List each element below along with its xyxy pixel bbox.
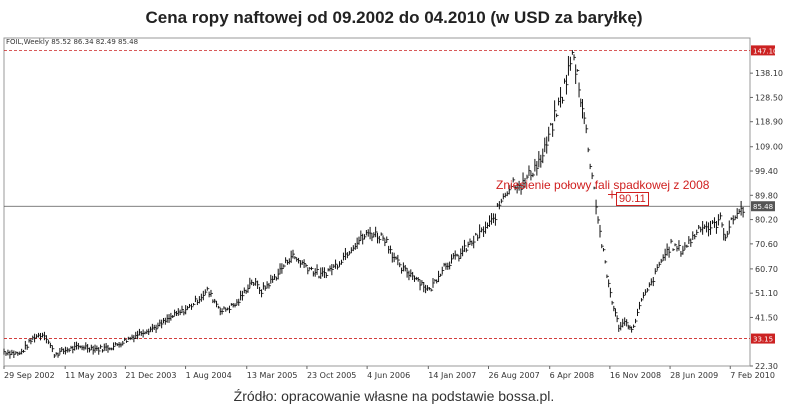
- y-tick-label: 138.10: [755, 69, 783, 78]
- reference-label: 85.48: [753, 203, 773, 211]
- y-tick-label: 60.70: [755, 265, 778, 274]
- ohlc-header: FOIL,Weekly 85.52 86.34 82.49 85.48: [6, 38, 139, 46]
- reference-label: 147.10: [753, 47, 778, 55]
- y-tick-label: 22.30: [755, 362, 778, 371]
- x-tick-label: 7 Feb 2010: [730, 371, 775, 380]
- x-tick-label: 11 May 2003: [65, 371, 117, 380]
- y-tick-label: 109.00: [755, 143, 783, 152]
- x-tick-label: 16 Nov 2008: [610, 371, 661, 380]
- reference-label-box: [751, 45, 775, 56]
- source-caption: Źródło: opracowanie własne na podstawie …: [233, 388, 555, 404]
- x-tick-label: 23 Oct 2005: [307, 371, 356, 380]
- chart-title: Cena ropy naftowej od 09.2002 do 04.2010…: [145, 8, 643, 27]
- y-tick-label: 118.90: [755, 118, 783, 127]
- x-tick-label: 28 Jun 2009: [670, 371, 718, 380]
- reference-label-box: [751, 333, 775, 344]
- x-tick-label: 6 Apr 2008: [550, 371, 594, 380]
- x-tick-label: 26 Aug 2007: [489, 371, 540, 380]
- price-chart: 138.10 128.50 118.90 109.00 99.40 89.80 80.20 7…: [3, 37, 783, 380]
- x-tick-label: 29 Sep 2002: [4, 371, 55, 380]
- y-tick-label: 41.50: [755, 313, 778, 322]
- x-tick-label: 13 Mar 2005: [247, 371, 298, 380]
- x-tick-label: 21 Dec 2003: [125, 371, 176, 380]
- retracement-annotation: Zniesienie połowy fali spadkowej z 2008: [496, 178, 710, 192]
- x-tick-label: 14 Jan 2007: [428, 371, 476, 380]
- reference-label-box: [751, 201, 775, 212]
- retracement-value-label: 90.11: [616, 192, 649, 206]
- y-tick-label: 80.20: [755, 216, 778, 225]
- chart-frame: 138.10 128.50 118.90 109.00 99.40 89.80 80.20 7…: [0, 32, 788, 380]
- y-tick-label: 99.40: [755, 167, 778, 176]
- x-tick-label: 4 Jun 2006: [367, 371, 410, 380]
- x-tick-label: 1 Aug 2004: [186, 371, 232, 380]
- y-tick-label: 89.80: [755, 191, 778, 200]
- y-tick-label: 51.10: [755, 289, 778, 298]
- y-tick-label: 128.50: [755, 93, 783, 102]
- y-tick-label: 70.60: [755, 240, 778, 249]
- reference-label: 33.15: [753, 336, 773, 344]
